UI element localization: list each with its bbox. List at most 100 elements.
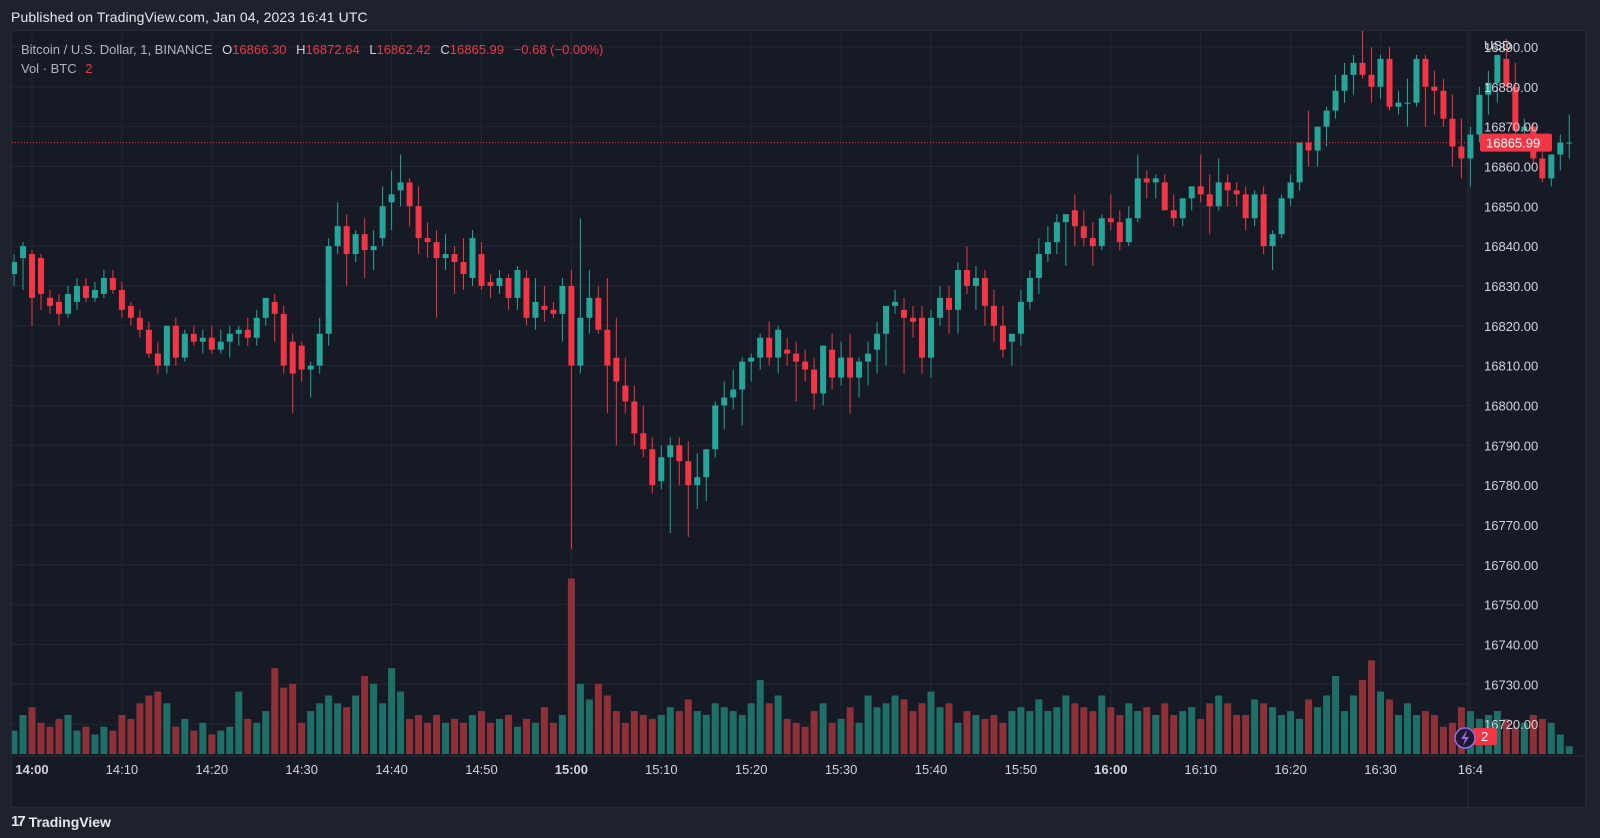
candle-body	[1188, 186, 1195, 199]
price-tick-label: 16890.00	[1484, 40, 1538, 55]
volume-bar	[774, 695, 782, 754]
volume-bar	[1242, 715, 1250, 754]
price-tick-label: 16870.00	[1484, 120, 1538, 135]
lightning-icon[interactable]	[1454, 727, 1476, 749]
volume-bar	[370, 683, 378, 754]
volume-bar	[891, 695, 899, 754]
volume-bar	[172, 726, 180, 754]
volume-bar	[316, 703, 324, 754]
candle-body	[649, 449, 656, 486]
candle-body	[883, 305, 890, 334]
volume-bar	[1305, 699, 1313, 754]
candle-body	[127, 305, 134, 318]
volume-bar	[711, 703, 719, 754]
candle-body	[1548, 154, 1555, 179]
time-tick-label: 14:20	[196, 762, 229, 777]
time-tick-label: 14:30	[285, 762, 318, 777]
volume-bar	[1062, 695, 1070, 754]
candle-body	[1431, 86, 1438, 91]
candle-body	[613, 357, 620, 382]
candle-body	[12, 262, 18, 274]
candle-body	[748, 357, 755, 362]
low-value: 16862.42	[376, 42, 431, 57]
volume-bar	[1035, 699, 1043, 754]
candlestick-chart[interactable]: 16890.00 16880.00 16870.00 16860.00 16850.00…	[12, 31, 1585, 807]
volume-bar	[1341, 711, 1349, 754]
volume-bar	[1314, 707, 1322, 754]
candle-body	[963, 270, 970, 286]
candle-body	[1116, 222, 1123, 243]
volume-bar	[12, 730, 18, 754]
volume-bar	[289, 683, 297, 754]
candle-body	[1323, 110, 1330, 127]
candle-body	[82, 285, 89, 298]
volume-bar	[46, 726, 54, 754]
volume-bar	[1565, 746, 1573, 754]
symbol-title[interactable]: Bitcoin / U.S. Dollar, 1, BINANCE	[21, 42, 213, 57]
chart-panel[interactable]: 16890.00 16880.00 16870.00 16860.00 16850.00…	[11, 30, 1586, 808]
candle-body	[532, 301, 539, 318]
candle-body	[1053, 222, 1060, 243]
volume-bar	[981, 718, 989, 754]
candle-body	[478, 254, 485, 286]
volume-bar	[1215, 695, 1223, 754]
candle-body	[1242, 194, 1249, 219]
candle-body	[1026, 277, 1033, 302]
volume-bar	[873, 707, 881, 754]
volume-bar	[1377, 691, 1384, 754]
time-tick-label: 15:20	[735, 762, 768, 777]
candle-body	[739, 361, 746, 390]
footer-brand[interactable]: 17 TradingView	[11, 813, 111, 830]
candle-body	[784, 349, 791, 354]
candle-body	[1287, 182, 1294, 199]
volume-bar	[1197, 718, 1205, 754]
volume-bar	[1143, 707, 1151, 754]
candle-body	[999, 325, 1006, 350]
volume-bar	[271, 668, 279, 754]
candle-body	[559, 285, 566, 314]
volume-bar	[469, 715, 477, 754]
volume-bar	[1170, 715, 1178, 754]
volume-bar	[909, 711, 917, 754]
volume-bar	[1251, 699, 1259, 754]
volume-bar	[235, 691, 243, 754]
volume-bar	[1529, 715, 1537, 754]
volume-bar	[828, 722, 836, 754]
candle-body	[1161, 182, 1168, 211]
volume-bar	[882, 703, 890, 754]
candle-body	[370, 246, 377, 251]
volume-legend-label[interactable]: Vol · BTC	[21, 61, 77, 76]
volume-bar	[684, 699, 692, 754]
candle-body	[910, 317, 917, 322]
candle-body	[865, 353, 872, 362]
time-tick-label: 15:10	[645, 762, 678, 777]
price-tick-label: 16790.00	[1484, 438, 1538, 453]
candle-body	[64, 293, 71, 314]
volume-bar	[792, 722, 800, 754]
candle-body	[667, 445, 674, 458]
candle-body	[298, 345, 305, 370]
volume-bar	[900, 699, 908, 754]
volume-bar	[298, 722, 306, 754]
candle-body	[874, 333, 881, 350]
open-value: 16866.30	[232, 42, 287, 57]
time-tick-label: 14:00	[15, 762, 48, 777]
volume-bar	[1116, 715, 1124, 754]
volume-bar	[1098, 695, 1106, 754]
candle-body	[235, 329, 242, 334]
candle-body	[1359, 62, 1366, 75]
volume-bar	[1394, 715, 1402, 754]
volume-bar	[91, 734, 99, 754]
candle-body	[1278, 198, 1285, 235]
candle-body	[1143, 178, 1150, 183]
candle-body	[199, 337, 206, 342]
volume-bar	[433, 715, 441, 754]
candle-body	[1251, 194, 1258, 219]
volume-bar	[1439, 726, 1447, 754]
volume-bar	[73, 730, 81, 754]
candle-body	[1350, 62, 1357, 75]
volume-bar	[747, 703, 755, 754]
high-label: H	[296, 42, 306, 57]
candle-body	[1566, 142, 1573, 144]
volume-bar	[1224, 703, 1232, 754]
